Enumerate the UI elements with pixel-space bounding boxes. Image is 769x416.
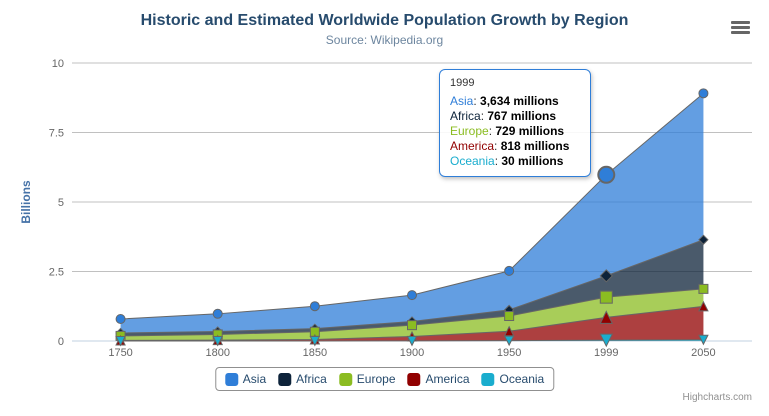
legend-item-africa[interactable]: Africa <box>278 372 327 386</box>
tooltip-row: Asia: 3,634 millions <box>450 94 559 108</box>
tooltip-value: 729 millions <box>495 124 565 138</box>
legend-swatch <box>224 372 238 386</box>
svg-text:7.5: 7.5 <box>49 128 64 140</box>
svg-text:2050: 2050 <box>691 347 715 359</box>
legend-swatch <box>278 372 292 386</box>
tooltip-row: America: 818 millions <box>450 139 570 153</box>
legend-item-label: Africa <box>296 372 327 386</box>
tooltip-header: 1999 <box>450 77 475 89</box>
tooltip-value: 818 millions <box>500 139 570 153</box>
tooltip-series-name: Oceania <box>450 154 495 168</box>
hamburger-bar <box>731 21 750 24</box>
legend-swatch <box>338 372 352 386</box>
svg-text:0: 0 <box>58 336 64 348</box>
tooltip-value: 3,634 millions <box>480 94 559 108</box>
svg-text:2.5: 2.5 <box>49 267 64 279</box>
svg-text:1850: 1850 <box>303 347 327 359</box>
legend-item-label: Oceania <box>499 372 545 386</box>
svg-text:Billions: Billions <box>19 180 33 224</box>
legend-item-label: America <box>425 372 470 386</box>
chart-subtitle: Source: Wikipedia.org <box>325 33 444 47</box>
tooltip-row: Oceania: 30 millions <box>450 154 564 168</box>
legend-swatch <box>407 372 421 386</box>
legend-item-label: Asia <box>242 372 267 386</box>
tooltip-row: Africa: 767 millions <box>450 109 557 123</box>
tooltip-series-name: Africa <box>450 109 481 123</box>
tooltip-series-name: Asia <box>450 94 474 108</box>
tooltip-value: 767 millions <box>487 109 557 123</box>
svg-text:1900: 1900 <box>400 347 424 359</box>
export-menu-icon[interactable] <box>731 21 750 34</box>
legend-item-europe[interactable]: Europe <box>338 372 396 386</box>
tooltip: 1999 Asia: 3,634 millions Africa: 767 mi… <box>439 69 591 177</box>
svg-text:1800: 1800 <box>205 347 229 359</box>
tooltip-series-name: Europe <box>450 124 489 138</box>
credits-link[interactable]: Highcharts.com <box>682 392 752 403</box>
legend-item-america[interactable]: America <box>407 372 470 386</box>
legend-item-asia[interactable]: Asia <box>224 372 267 386</box>
legend-item-oceania[interactable]: Oceania <box>481 372 545 386</box>
legend-swatch <box>481 372 495 386</box>
svg-text:1750: 1750 <box>108 347 132 359</box>
hamburger-bar <box>731 26 750 29</box>
legend-item-label: Europe <box>356 372 396 386</box>
legend: Asia Africa Europe America Oceania <box>214 367 555 391</box>
svg-text:5: 5 <box>58 197 64 209</box>
svg-text:1950: 1950 <box>497 347 521 359</box>
tooltip-value: 30 millions <box>501 154 564 168</box>
chart-title: Historic and Estimated Worldwide Populat… <box>140 12 629 29</box>
tooltip-row: Europe: 729 millions <box>450 124 565 138</box>
hamburger-bar <box>731 31 750 34</box>
svg-text:10: 10 <box>52 58 64 70</box>
tooltip-series-name: America <box>450 139 495 153</box>
svg-text:1999: 1999 <box>594 347 618 359</box>
